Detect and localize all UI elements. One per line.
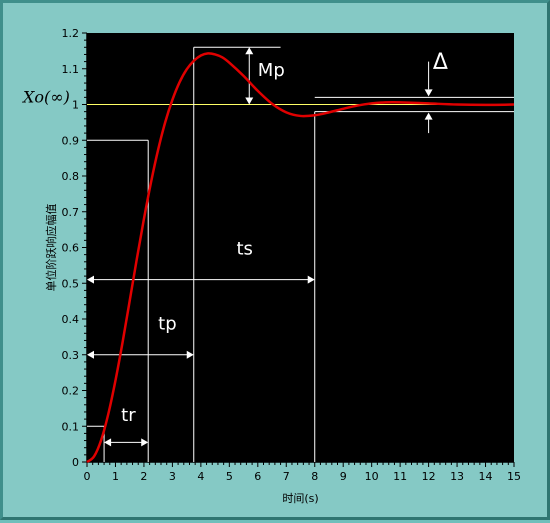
- tp-arrow-head-left: [87, 350, 94, 359]
- y-axis-title: 单位阶跃响应幅值: [44, 204, 58, 292]
- y-tick-label: 0.9: [62, 134, 80, 147]
- step-response-chart: 0 1 2 3 4 5 6 7 8 9 10 11 12 13 14 1500.10.20.30.40.50.…: [21, 27, 521, 505]
- x-tick-label: 5: [226, 470, 233, 483]
- tp-label: tp: [158, 314, 176, 335]
- mp-arrow-head-up: [245, 47, 254, 55]
- y-tick-label: 1.1: [62, 63, 80, 76]
- x-axis-title: 时间(s): [282, 492, 318, 505]
- y-tick-label: 0.8: [62, 170, 80, 183]
- tr-label: tr: [121, 405, 136, 426]
- x-tick-label: 4: [197, 470, 204, 483]
- mp-label: Mp: [258, 60, 285, 81]
- y-tick-label: 0.2: [62, 385, 80, 398]
- y-tick-label: 0.7: [62, 206, 80, 219]
- delta-label: Δ: [433, 50, 448, 75]
- y-tick-label: 0.3: [62, 349, 80, 362]
- tr-arrow-head-right: [141, 438, 149, 447]
- x-tick-label: 2: [140, 470, 147, 483]
- response-curve: [86, 52, 515, 464]
- y-tick-label: 1.2: [62, 27, 80, 40]
- tp-arrow-head-right: [186, 350, 194, 359]
- y-tick-label: 0.1: [62, 420, 80, 433]
- delta-arrow-top-head: [424, 89, 433, 97]
- x-tick-label: 7: [283, 470, 290, 483]
- steady-state-label: Xo(∞): [21, 88, 70, 107]
- x-tick-label: 15: [507, 470, 521, 483]
- x-tick-label: 3: [169, 470, 176, 483]
- x-tick-label: 6: [254, 470, 261, 483]
- x-tick-label: 0: [84, 470, 91, 483]
- x-tick-label: 10: [365, 470, 379, 483]
- y-tick-label: 0.4: [62, 313, 80, 326]
- ts-arrow-head-left: [87, 275, 94, 284]
- y-tick-label: 0: [72, 456, 79, 469]
- x-tick-label: 8: [311, 470, 318, 483]
- tr-arrow-head-left: [104, 438, 112, 447]
- y-tick-label: 0.5: [62, 277, 80, 290]
- ts-label: ts: [236, 239, 252, 260]
- ts-arrow-head-right: [307, 275, 315, 284]
- x-tick-label: 1: [112, 470, 119, 483]
- delta-arrow-bottom-head: [424, 112, 433, 120]
- x-tick-label: 12: [422, 470, 436, 483]
- x-tick-label: 11: [393, 470, 407, 483]
- y-tick-label: 0.6: [62, 242, 80, 255]
- x-tick-label: 13: [450, 470, 464, 483]
- x-tick-label: 9: [340, 470, 347, 483]
- y-tick-label: 1: [72, 99, 79, 112]
- x-tick-label: 14: [479, 470, 493, 483]
- mp-arrow-head-down: [245, 97, 254, 105]
